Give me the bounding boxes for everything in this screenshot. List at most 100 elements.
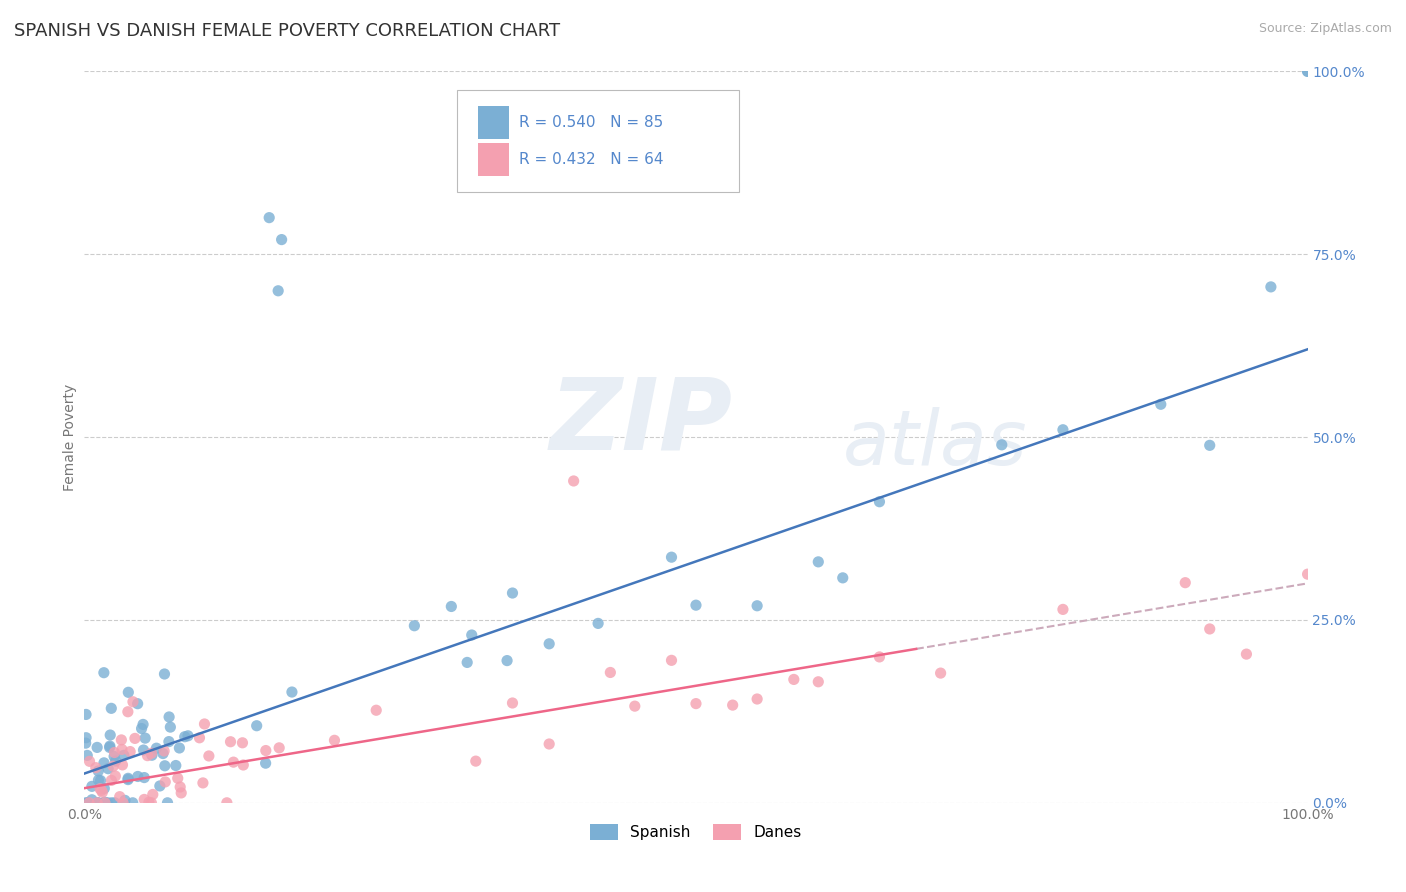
Point [1296, 64, 1319, 78]
Point [461, 628, 484, 642]
Point [502, 696, 524, 710]
Point [440, 599, 463, 614]
Point [1052, 423, 1074, 437]
Point [90, 773, 112, 788]
Point [177, 729, 200, 743]
Point [222, 755, 245, 769]
Point [153, 758, 176, 772]
Point [538, 737, 561, 751]
Point [91, 785, 114, 799]
Point [624, 699, 647, 714]
Point [97, 796, 120, 810]
Point [1150, 397, 1173, 411]
Point [97, 762, 120, 776]
Point [270, 233, 292, 247]
Point [198, 748, 221, 763]
Point [100, 701, 122, 715]
Point [87, 773, 110, 788]
Point [104, 769, 127, 783]
Point [142, 788, 165, 802]
Point [219, 735, 242, 749]
Text: Source: ZipAtlas.com: Source: ZipAtlas.com [1258, 22, 1392, 36]
Point [132, 717, 155, 731]
Point [991, 438, 1014, 452]
Point [464, 754, 486, 768]
Point [103, 749, 125, 764]
Point [93, 665, 115, 680]
Point [1296, 64, 1319, 78]
Point [93, 781, 115, 796]
Point [254, 743, 277, 757]
Point [246, 719, 269, 733]
Point [281, 685, 304, 699]
Point [929, 666, 952, 681]
Point [257, 211, 280, 225]
Point [165, 758, 187, 772]
Point [89, 781, 111, 796]
Point [110, 733, 132, 747]
Point [86, 740, 108, 755]
Point [323, 733, 346, 747]
Text: atlas: atlas [842, 408, 1028, 482]
Point [155, 775, 177, 789]
Point [661, 653, 683, 667]
Point [127, 697, 149, 711]
Point [76, 796, 98, 810]
Point [87, 796, 110, 810]
Text: SPANISH VS DANISH FEMALE POVERTY CORRELATION CHART: SPANISH VS DANISH FEMALE POVERTY CORRELA… [14, 22, 560, 40]
Point [79, 754, 101, 768]
Point [153, 667, 176, 681]
Point [456, 656, 478, 670]
Point [404, 618, 426, 632]
Point [86, 796, 108, 810]
Point [124, 731, 146, 746]
FancyBboxPatch shape [457, 90, 738, 192]
Point [75, 736, 97, 750]
Point [254, 756, 277, 771]
Point [134, 792, 156, 806]
Point [80, 793, 103, 807]
Point [114, 793, 136, 807]
Point [104, 754, 127, 768]
Text: R = 0.540   N = 85: R = 0.540 N = 85 [519, 115, 662, 130]
Point [77, 796, 100, 810]
Point [100, 796, 122, 810]
Point [75, 731, 97, 745]
Point [136, 748, 159, 763]
Point [1296, 567, 1319, 582]
Point [232, 758, 254, 772]
Point [121, 796, 143, 810]
Point [122, 695, 145, 709]
Point [84, 761, 107, 775]
Point [103, 759, 125, 773]
Point [231, 736, 253, 750]
Point [173, 730, 195, 744]
Point [111, 758, 134, 772]
Point [141, 746, 163, 760]
Text: ZIP: ZIP [550, 374, 733, 471]
Point [134, 771, 156, 785]
Point [188, 731, 211, 745]
FancyBboxPatch shape [478, 106, 509, 139]
Point [869, 649, 891, 664]
Legend: Spanish, Danes: Spanish, Danes [585, 818, 807, 847]
Point [141, 748, 163, 763]
FancyBboxPatch shape [478, 143, 509, 176]
Point [1198, 622, 1220, 636]
Point [87, 764, 110, 778]
Point [496, 654, 519, 668]
Point [98, 728, 121, 742]
Point [87, 796, 110, 810]
Point [215, 796, 238, 810]
Point [149, 779, 172, 793]
Text: R = 0.432   N = 64: R = 0.432 N = 64 [519, 152, 664, 167]
Point [76, 748, 98, 763]
Point [366, 703, 388, 717]
Point [721, 698, 744, 712]
Point [153, 744, 176, 758]
Point [831, 571, 853, 585]
Point [138, 795, 160, 809]
Point [104, 796, 127, 810]
Point [747, 599, 769, 613]
Point [1236, 647, 1258, 661]
